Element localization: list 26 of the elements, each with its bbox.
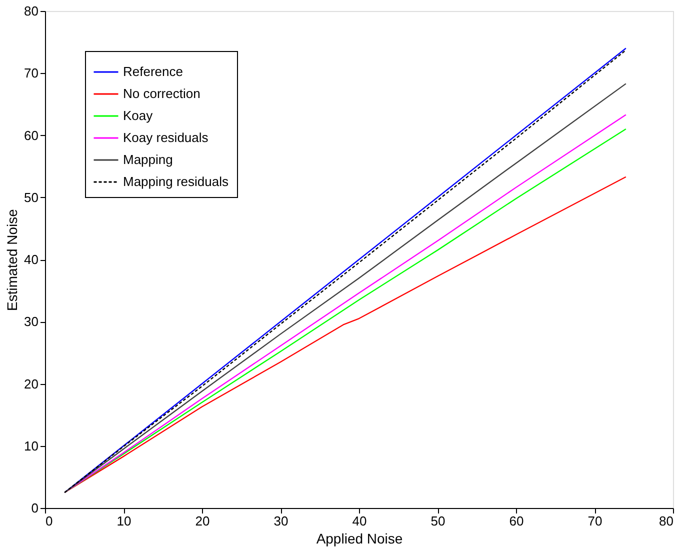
x-axis-title: Applied Noise [316, 530, 403, 546]
legend-label: No correction [123, 86, 200, 101]
y-axis-title: Estimated Noise [4, 208, 20, 311]
x-tick-label: 10 [116, 514, 132, 528]
x-tick-label: 0 [46, 514, 53, 528]
y-tick-label: 50 [24, 190, 38, 205]
y-tick-label: 40 [24, 252, 38, 267]
x-tick-label: 40 [352, 514, 367, 528]
legend-label: Reference [123, 64, 183, 79]
y-tick-label: 70 [24, 66, 38, 81]
y-tick-label: 80 [24, 4, 38, 18]
legend-label: Mapping [123, 152, 173, 167]
y-tick-label: 60 [24, 128, 38, 143]
y-tick-label: 0 [31, 500, 38, 516]
y-tick-label: 20 [24, 376, 38, 392]
legend-label: Koay [123, 108, 154, 123]
x-tick-label: 70 [588, 514, 602, 528]
x-tick-label: 20 [195, 514, 210, 528]
legend-label: Koay residuals [123, 130, 209, 145]
x-tick-label: 60 [509, 514, 524, 528]
y-tick-label: 10 [24, 438, 38, 454]
x-tick-label: 30 [274, 514, 288, 528]
x-tick-label: 50 [430, 514, 446, 528]
legend-label: Mapping residuals [123, 174, 230, 189]
x-tick-label: 80 [659, 514, 674, 528]
y-tick-label: 30 [24, 314, 38, 330]
